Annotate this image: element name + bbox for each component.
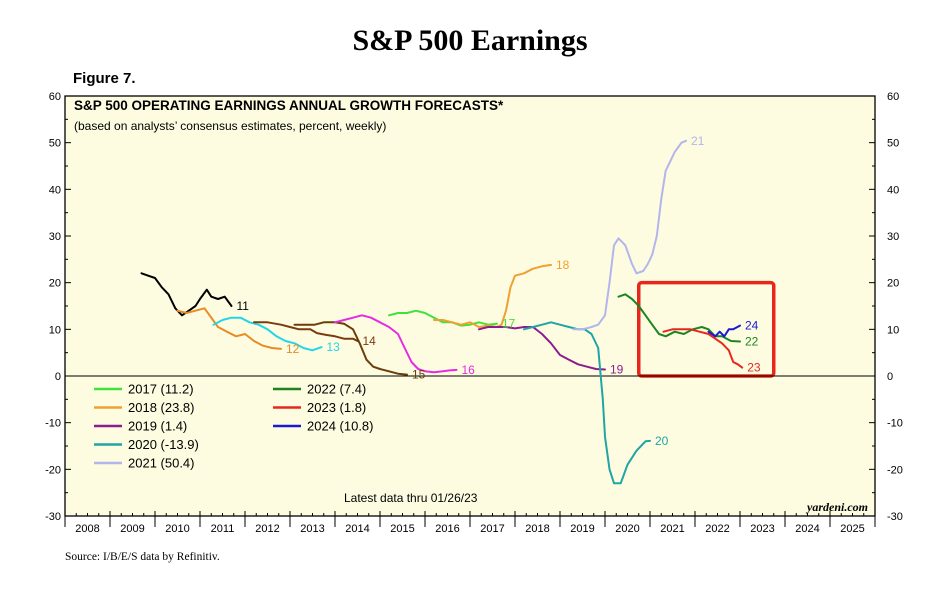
data-note: Latest data thru 01/26/23 bbox=[344, 491, 478, 505]
y-tick-label-right: 60 bbox=[887, 91, 899, 103]
x-tick-label: 2014 bbox=[345, 523, 369, 535]
x-tick-label: 2019 bbox=[570, 523, 594, 535]
source-note: Source: I/B/E/S data by Refinitiv. bbox=[65, 551, 220, 563]
series-line-21 bbox=[572, 139, 687, 331]
x-tick-label: 2012 bbox=[255, 523, 279, 535]
x-tick-label: 2008 bbox=[75, 523, 99, 535]
y-tick-label-right: 20 bbox=[887, 278, 899, 290]
y-tick-label-left: 0 bbox=[55, 371, 61, 383]
series-label-11: 11 bbox=[237, 299, 250, 313]
series-label-23: 23 bbox=[747, 361, 761, 375]
x-tick-label: 2009 bbox=[120, 523, 144, 535]
x-tick-label: 2016 bbox=[435, 523, 459, 535]
series-line-18 bbox=[433, 263, 552, 328]
y-tick-label-left: 20 bbox=[49, 278, 61, 290]
series-label-24: 24 bbox=[745, 319, 759, 333]
series-label-12: 12 bbox=[286, 342, 300, 356]
x-tick-label: 2022 bbox=[705, 523, 729, 535]
x-tick-label: 2018 bbox=[525, 523, 549, 535]
series-line-11 bbox=[140, 272, 233, 317]
x-tick-label: 2024 bbox=[795, 523, 819, 535]
series-label-18: 18 bbox=[556, 258, 570, 272]
chart-title: S&P 500 OPERATING EARNINGS ANNUAL GROWTH… bbox=[74, 98, 504, 113]
y-tick-label-left: 50 bbox=[49, 138, 61, 150]
y-tick-label-right: -10 bbox=[887, 418, 903, 430]
legend-label-20: 2020 (-13.9) bbox=[128, 437, 199, 452]
y-tick-label-right: -30 bbox=[887, 511, 903, 523]
series-label-15: 15 bbox=[412, 368, 426, 382]
x-tick-label: 2020 bbox=[615, 523, 639, 535]
y-tick-label-left: -30 bbox=[45, 511, 61, 523]
figure-label: Figure 7. bbox=[73, 70, 136, 87]
y-tick-label-left: 10 bbox=[49, 324, 61, 336]
x-tick-label: 2010 bbox=[165, 523, 189, 535]
x-tick-label: 2017 bbox=[480, 523, 504, 535]
chart-subtitle: (based on analysts’ consensus estimates,… bbox=[74, 119, 386, 133]
series-label-19: 19 bbox=[610, 362, 624, 376]
legend-label-22: 2022 (7.4) bbox=[307, 382, 366, 397]
x-tick-label: 2021 bbox=[660, 523, 684, 535]
legend-label-24: 2024 (10.8) bbox=[307, 419, 374, 434]
y-tick-label-right: 10 bbox=[887, 324, 899, 336]
x-tick-label: 2023 bbox=[750, 523, 774, 535]
y-tick-label-left: -10 bbox=[45, 418, 61, 430]
series-line-24 bbox=[707, 324, 741, 338]
series-line-15 bbox=[293, 321, 408, 376]
series-line-16 bbox=[334, 314, 458, 374]
series-label-21: 21 bbox=[691, 134, 705, 148]
y-tick-label-right: -20 bbox=[887, 464, 903, 476]
y-tick-label-right: 30 bbox=[887, 231, 899, 243]
x-tick-label: 2011 bbox=[211, 523, 235, 535]
y-tick-label-left: 30 bbox=[49, 231, 61, 243]
legend-label-18: 2018 (23.8) bbox=[128, 400, 195, 415]
watermark: yardeni.com bbox=[805, 500, 868, 514]
y-tick-label-left: 40 bbox=[49, 184, 61, 196]
legend-label-19: 2019 (1.4) bbox=[128, 419, 187, 434]
plot-area bbox=[64, 95, 876, 517]
series-label-16: 16 bbox=[462, 363, 476, 377]
y-tick-label-left: -20 bbox=[45, 464, 61, 476]
series-line-14 bbox=[253, 321, 359, 342]
series-line-23 bbox=[662, 328, 744, 369]
legend-label-17: 2017 (11.2) bbox=[128, 382, 194, 397]
x-tick-label: 2025 bbox=[840, 523, 864, 535]
series-label-14: 14 bbox=[363, 334, 377, 348]
series-label-22: 22 bbox=[745, 334, 759, 348]
series-line-20 bbox=[523, 321, 651, 485]
legend: 2017 (11.2) 2018 (23.8) 2019 (1.4) 2020 (-1… bbox=[94, 382, 374, 471]
x-tick-label: 2013 bbox=[300, 523, 324, 535]
y-tick-label-left: 60 bbox=[49, 91, 61, 103]
y-tick-label-right: 50 bbox=[887, 138, 899, 150]
series-line-22 bbox=[617, 293, 741, 343]
legend-label-21: 2021 (50.4) bbox=[128, 456, 195, 471]
y-tick-label-right: 40 bbox=[887, 184, 899, 196]
series-label-13: 13 bbox=[327, 340, 341, 354]
y-tick-label-right: 0 bbox=[887, 371, 893, 383]
series-line-19 bbox=[478, 326, 606, 371]
x-tick-label: 2015 bbox=[390, 523, 414, 535]
legend-label-23: 2023 (1.8) bbox=[307, 400, 366, 415]
series-line-12 bbox=[176, 307, 282, 350]
series-label-20: 20 bbox=[655, 434, 669, 448]
page-title: S&P 500 Earnings bbox=[352, 24, 588, 57]
series-label-17: 17 bbox=[502, 317, 516, 331]
series-line-13 bbox=[212, 316, 323, 352]
series-line-17 bbox=[388, 309, 498, 327]
